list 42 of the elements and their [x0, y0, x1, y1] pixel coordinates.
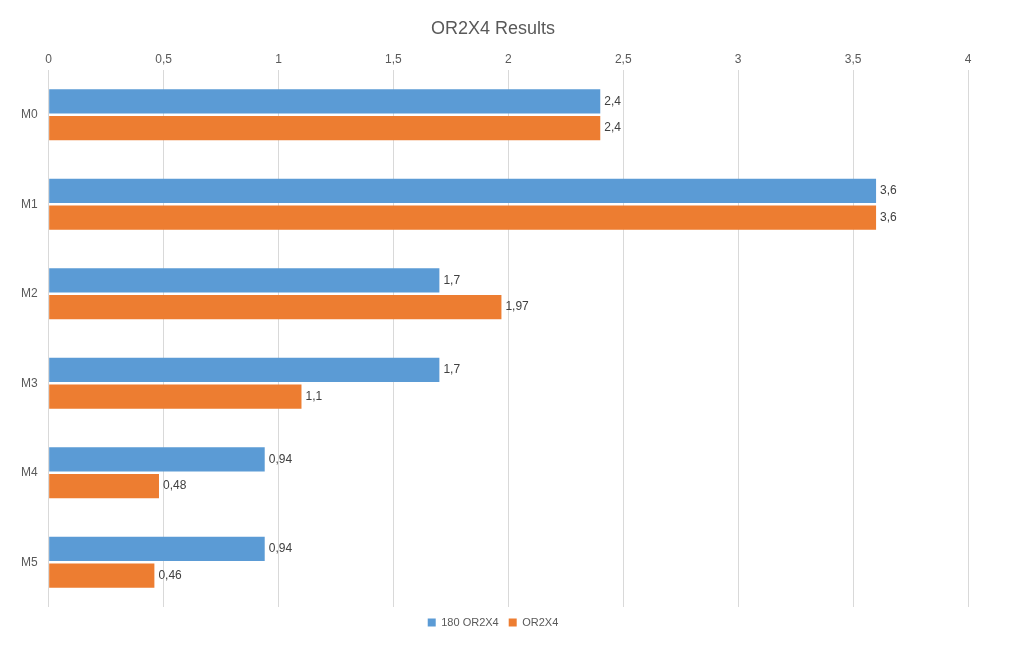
- data-label: 1,7: [443, 362, 461, 377]
- bar: [49, 178, 877, 203]
- x-tick-label: 3,5: [844, 52, 862, 67]
- data-label: 0,94: [268, 451, 293, 466]
- bar: [49, 563, 155, 588]
- x-tick-label: 0: [45, 52, 53, 67]
- x-tick-label: 0,5: [155, 52, 173, 67]
- bar: [49, 384, 302, 409]
- x-tick-label: 2: [504, 52, 512, 67]
- bar: [49, 447, 265, 472]
- y-tick-label: M5: [21, 554, 38, 569]
- x-tick-label: 1: [275, 52, 283, 67]
- x-tick-label: 1,5: [385, 52, 403, 67]
- bar: [49, 295, 502, 320]
- data-label: 0,46: [158, 567, 183, 582]
- legend-label: OR2X4: [522, 615, 559, 628]
- data-label: 1,97: [505, 299, 530, 314]
- data-label: 1,7: [443, 272, 461, 287]
- data-label: 2,4: [604, 120, 622, 135]
- legend-label: 180 OR2X4: [441, 615, 499, 628]
- x-tick-label: 3: [734, 52, 742, 67]
- x-tick-label: 4: [964, 52, 972, 67]
- data-label: 3,6: [880, 209, 898, 224]
- x-tick-label: 2,5: [614, 52, 632, 67]
- y-tick-label: M1: [21, 196, 38, 211]
- bar: [49, 536, 265, 561]
- bar: [49, 205, 877, 230]
- bar: [49, 357, 440, 382]
- bar: [49, 474, 159, 499]
- y-tick-label: M0: [21, 107, 38, 122]
- bar: [49, 116, 601, 141]
- chart-title: OR2X4 Results: [430, 17, 556, 38]
- data-label: 1,1: [305, 388, 323, 403]
- data-label: 2,4: [604, 93, 622, 108]
- data-label: 0,48: [162, 478, 187, 493]
- y-tick-label: M4: [21, 465, 38, 480]
- data-label: 3,6: [880, 183, 898, 198]
- y-tick-label: M2: [21, 286, 38, 301]
- bar: [49, 268, 440, 293]
- data-label: 0,94: [268, 541, 293, 556]
- y-tick-label: M3: [21, 375, 38, 390]
- bar: [49, 89, 601, 114]
